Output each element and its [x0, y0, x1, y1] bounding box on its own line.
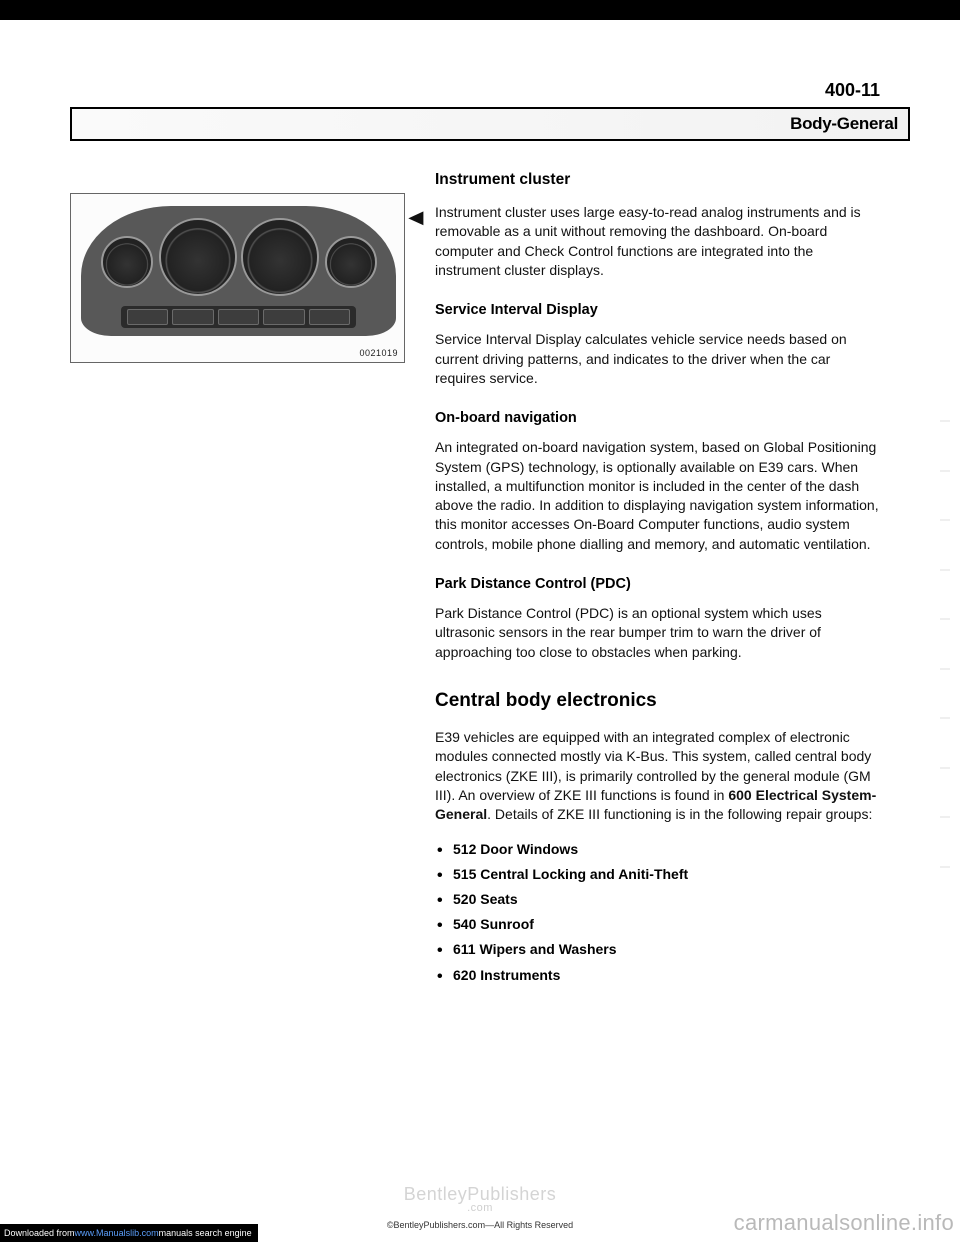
- heading-pdc: Park Distance Control (PDC): [435, 576, 880, 592]
- top-bar: [0, 0, 960, 20]
- list-item: 540 Sunroof: [435, 912, 880, 937]
- para-cluster: ◀ Instrument cluster uses large easy-to-…: [435, 203, 880, 280]
- footer-source-link[interactable]: www.Manualslib.com: [75, 1228, 159, 1238]
- arrow-icon: ◀: [408, 205, 423, 230]
- heading-instrument-cluster: Instrument cluster: [435, 171, 880, 189]
- list-item: 611 Wipers and Washers: [435, 937, 880, 962]
- footer-download-source: Downloaded from www.Manualslib.com manua…: [0, 1224, 258, 1242]
- footer-left-pre: Downloaded from: [4, 1228, 75, 1238]
- figure-number: 0021019: [359, 348, 398, 358]
- list-item: 620 Instruments: [435, 963, 880, 988]
- para-cluster-text: Instrument cluster uses large easy-to-re…: [435, 204, 861, 278]
- heading-onboard-nav: On-board navigation: [435, 410, 880, 426]
- para-central: E39 vehicles are equipped with an integr…: [435, 728, 880, 825]
- watermark-bentley: BentleyPublishers .com: [404, 1185, 557, 1214]
- list-item: 512 Door Windows: [435, 837, 880, 862]
- heading-service-interval: Service Interval Display: [435, 302, 880, 318]
- para-pdc: Park Distance Control (PDC) is an option…: [435, 604, 880, 662]
- para-central-post: . Details of ZKE III functioning is in t…: [487, 806, 872, 822]
- page-footer: BentleyPublishers .com ©BentleyPublisher…: [0, 1198, 960, 1242]
- watermark-bentley-text: BentleyPublishers: [404, 1184, 557, 1204]
- list-item: 520 Seats: [435, 887, 880, 912]
- page-number: 400-11: [70, 80, 880, 101]
- footer-left-post: manuals search engine: [159, 1228, 252, 1238]
- list-item: 515 Central Locking and Aniti-Theft: [435, 862, 880, 887]
- repair-groups-list: 512 Door Windows 515 Central Locking and…: [435, 837, 880, 988]
- para-nav: An integrated on-board navigation system…: [435, 438, 880, 554]
- para-service: Service Interval Display calculates vehi…: [435, 330, 880, 388]
- instrument-cluster-figure: 0021019: [70, 193, 405, 363]
- copyright-text: ©BentleyPublishers.com—All Rights Reserv…: [387, 1220, 573, 1230]
- section-header-label: Body-General: [790, 114, 898, 134]
- binder-marks: [940, 420, 950, 868]
- heading-central-body: Central body electronics: [435, 690, 880, 712]
- section-header-box: Body-General: [70, 107, 910, 141]
- watermark-carmanuals: carmanualsonline.info: [734, 1210, 954, 1236]
- watermark-dotcom: .com: [404, 1203, 557, 1214]
